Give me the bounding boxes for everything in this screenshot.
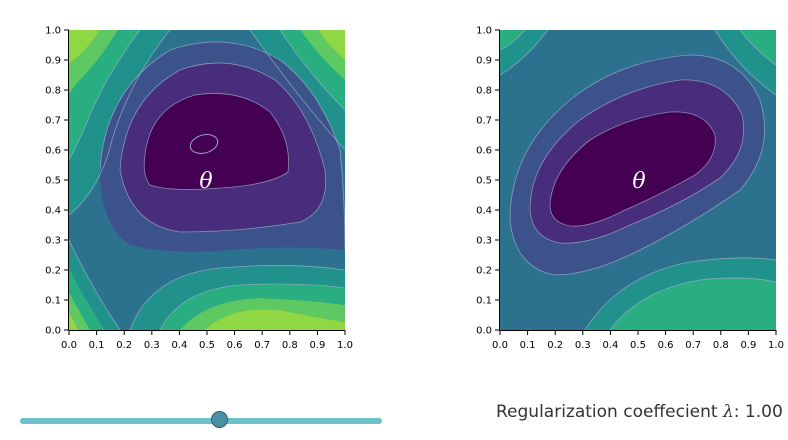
contour-lines-left (69, 30, 345, 330)
regularization-value: : 1.00 (733, 402, 783, 422)
x-tick-label: 0.4 (602, 340, 618, 351)
y-tick-label: 0.5 (45, 176, 61, 187)
regularization-label-prefix: Regularization coeffecient (496, 402, 723, 422)
contour-band (144, 93, 289, 190)
x-tick-label: 0.0 (492, 340, 508, 351)
x-tick-label: 0.6 (658, 340, 674, 351)
y-tick-label: 0.0 (476, 326, 492, 337)
x-tick-label: 0.4 (171, 340, 187, 351)
x-tick-label: 0.5 (630, 340, 646, 351)
contour-band (500, 30, 548, 75)
contour-band (69, 292, 90, 330)
x-tick-label: 0.2 (116, 340, 132, 351)
y-tick-label: 0.5 (476, 176, 492, 187)
lambda-slider-track[interactable] (20, 418, 382, 424)
contour-lines-right (500, 30, 776, 330)
y-tick-label: 1.0 (476, 26, 492, 37)
x-tick-label: 0.1 (520, 340, 536, 351)
contour-band (550, 111, 716, 227)
y-tick-label: 0.8 (45, 86, 61, 97)
x-tick-label: 0.8 (713, 340, 729, 351)
contour-band (715, 30, 776, 95)
contour-band (189, 134, 219, 154)
contour-fills-right (500, 30, 776, 330)
contour-band (500, 30, 525, 50)
contour-band (280, 30, 345, 110)
y-tick-label: 0.0 (45, 326, 61, 337)
contour-band (585, 257, 776, 330)
y-tick-label: 0.7 (476, 116, 492, 127)
contour-band (130, 265, 345, 330)
contour-band (69, 312, 78, 330)
lambda-slider-thumb[interactable] (210, 411, 228, 428)
y-tick-label: 0.3 (476, 236, 492, 247)
contour-band (160, 284, 345, 330)
y-tick-label: 0.7 (45, 116, 61, 127)
contour-band (740, 30, 776, 65)
y-tick-label: 0.2 (476, 266, 492, 277)
axes (64, 29, 777, 335)
x-tick-label: 1.0 (337, 340, 353, 351)
x-tick-label: 0.5 (199, 340, 215, 351)
contour-fills-left (69, 30, 345, 330)
x-tick-label: 0.7 (254, 340, 270, 351)
contour-band (69, 240, 120, 330)
contour-band (69, 30, 140, 160)
theta-label-right: θ (632, 169, 645, 194)
contour-band (69, 30, 170, 215)
x-tick-label: 0.8 (282, 340, 298, 351)
y-tick-label: 0.6 (45, 146, 61, 157)
contour-band (205, 309, 345, 330)
y-tick-label: 0.9 (45, 56, 61, 67)
contour-band (300, 30, 345, 80)
contour-band (69, 30, 100, 64)
x-tick-label: 0.3 (575, 340, 591, 351)
lambda-symbol: λ (723, 402, 734, 422)
x-tick-label: 0.9 (309, 340, 325, 351)
x-tick-label: 0.2 (547, 340, 563, 351)
x-tick-label: 1.0 (768, 340, 784, 351)
y-tick-label: 0.9 (476, 56, 492, 67)
y-tick-label: 0.4 (45, 206, 61, 217)
y-tick-label: 1.0 (45, 26, 61, 37)
x-tick-label: 0.3 (144, 340, 160, 351)
y-tick-label: 0.8 (476, 86, 492, 97)
y-tick-label: 0.6 (476, 146, 492, 157)
regularization-label: Regularization coeffecient λ: 1.00 (496, 402, 783, 422)
x-tick-label: 0.9 (740, 340, 756, 351)
x-tick-label: 0.6 (227, 340, 243, 351)
contour-band (318, 30, 345, 60)
y-tick-label: 0.1 (476, 296, 492, 307)
contour-band (69, 268, 105, 330)
contour-band (180, 298, 345, 330)
contour-band (69, 30, 118, 94)
x-tick-label: 0.1 (89, 340, 105, 351)
y-tick-label: 0.3 (45, 236, 61, 247)
y-tick-label: 0.2 (45, 266, 61, 277)
y-tick-label: 0.4 (476, 206, 492, 217)
contour-band (610, 277, 776, 330)
y-tick-label: 0.1 (45, 296, 61, 307)
x-tick-label: 0.0 (61, 340, 77, 351)
theta-label-left: θ (199, 169, 212, 194)
tick-labels: 0.0 0.1 0.2 0.3 0.4 0.5 0.6 0.7 0.8 0.9 1.0 0.0 0.1 0… (45, 26, 784, 352)
x-tick-label: 0.7 (685, 340, 701, 351)
